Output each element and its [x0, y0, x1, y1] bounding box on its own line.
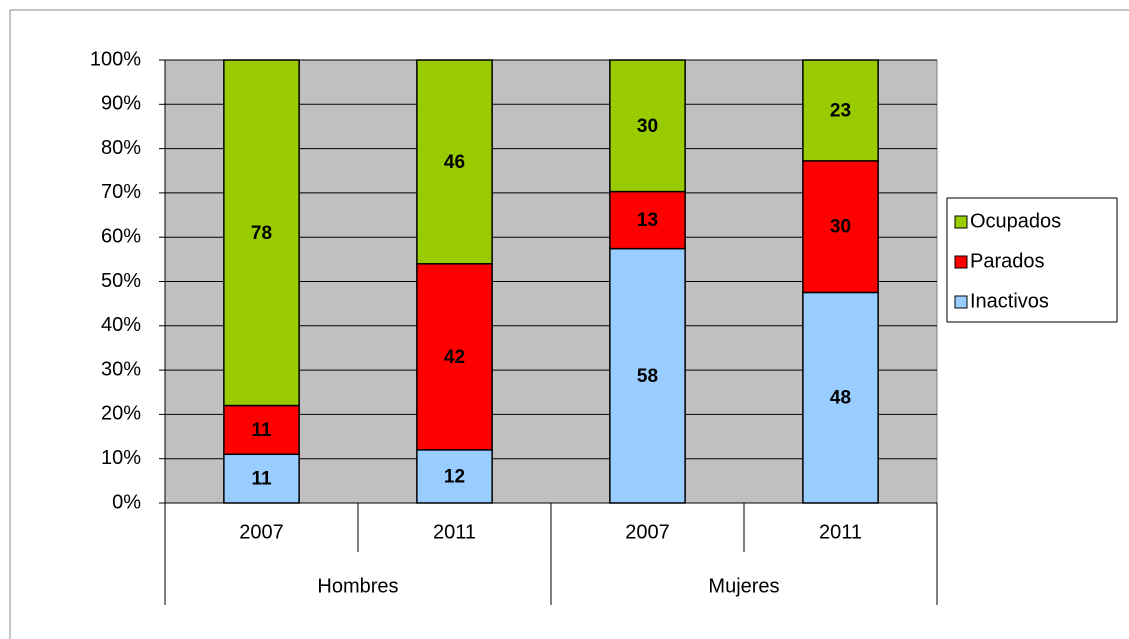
data-label: 11: [251, 469, 272, 490]
y-tick-label: 100%: [90, 48, 141, 70]
x-tick-label: 2007: [239, 521, 284, 543]
bar-segment: [223, 404, 300, 456]
x-tick-label: 2011: [819, 521, 862, 543]
y-tick-label: 20%: [101, 403, 141, 425]
bar-segment: [609, 247, 686, 504]
data-label: 30: [637, 116, 658, 137]
data-label: 48: [830, 388, 851, 409]
bar-segment: [802, 59, 879, 162]
legend-label: Parados: [970, 250, 1045, 272]
x-tick-label: 2011: [433, 521, 476, 543]
y-tick-label: 90%: [101, 93, 141, 115]
data-label: 42: [444, 347, 465, 368]
bar-segment: [223, 59, 300, 407]
data-label: 46: [444, 152, 465, 173]
legend-swatch: [954, 215, 968, 229]
bar-segment: [609, 59, 686, 193]
bar-segment: [609, 190, 686, 250]
legend-box: [946, 197, 1118, 323]
data-label: 58: [637, 366, 658, 387]
data-label: 12: [444, 466, 465, 487]
y-tick-label: 10%: [101, 447, 141, 469]
data-label: 30: [830, 217, 851, 238]
x-tick-label: 2007: [625, 521, 670, 543]
bar-segment: [416, 449, 493, 504]
data-label: 78: [251, 223, 272, 244]
legend-label: Ocupados: [970, 210, 1061, 232]
legend-swatch: [954, 255, 968, 269]
y-tick-label: 40%: [101, 314, 141, 336]
y-tick-label: 80%: [101, 137, 141, 159]
data-label: 23: [830, 100, 851, 121]
data-label: 11: [251, 420, 272, 441]
y-tick-label: 30%: [101, 358, 141, 380]
bar-segment: [416, 59, 493, 265]
group-label: Mujeres: [708, 575, 779, 597]
legend-swatch: [954, 295, 968, 309]
y-tick-label: 70%: [101, 181, 141, 203]
group-label: Hombres: [317, 575, 398, 597]
data-label: 13: [637, 210, 658, 231]
y-tick-label: 60%: [101, 225, 141, 247]
bar-segment: [802, 160, 879, 294]
y-tick-label: 50%: [101, 270, 141, 292]
legend-label: Inactivos: [970, 290, 1049, 312]
y-tick-label: 0%: [112, 491, 141, 513]
